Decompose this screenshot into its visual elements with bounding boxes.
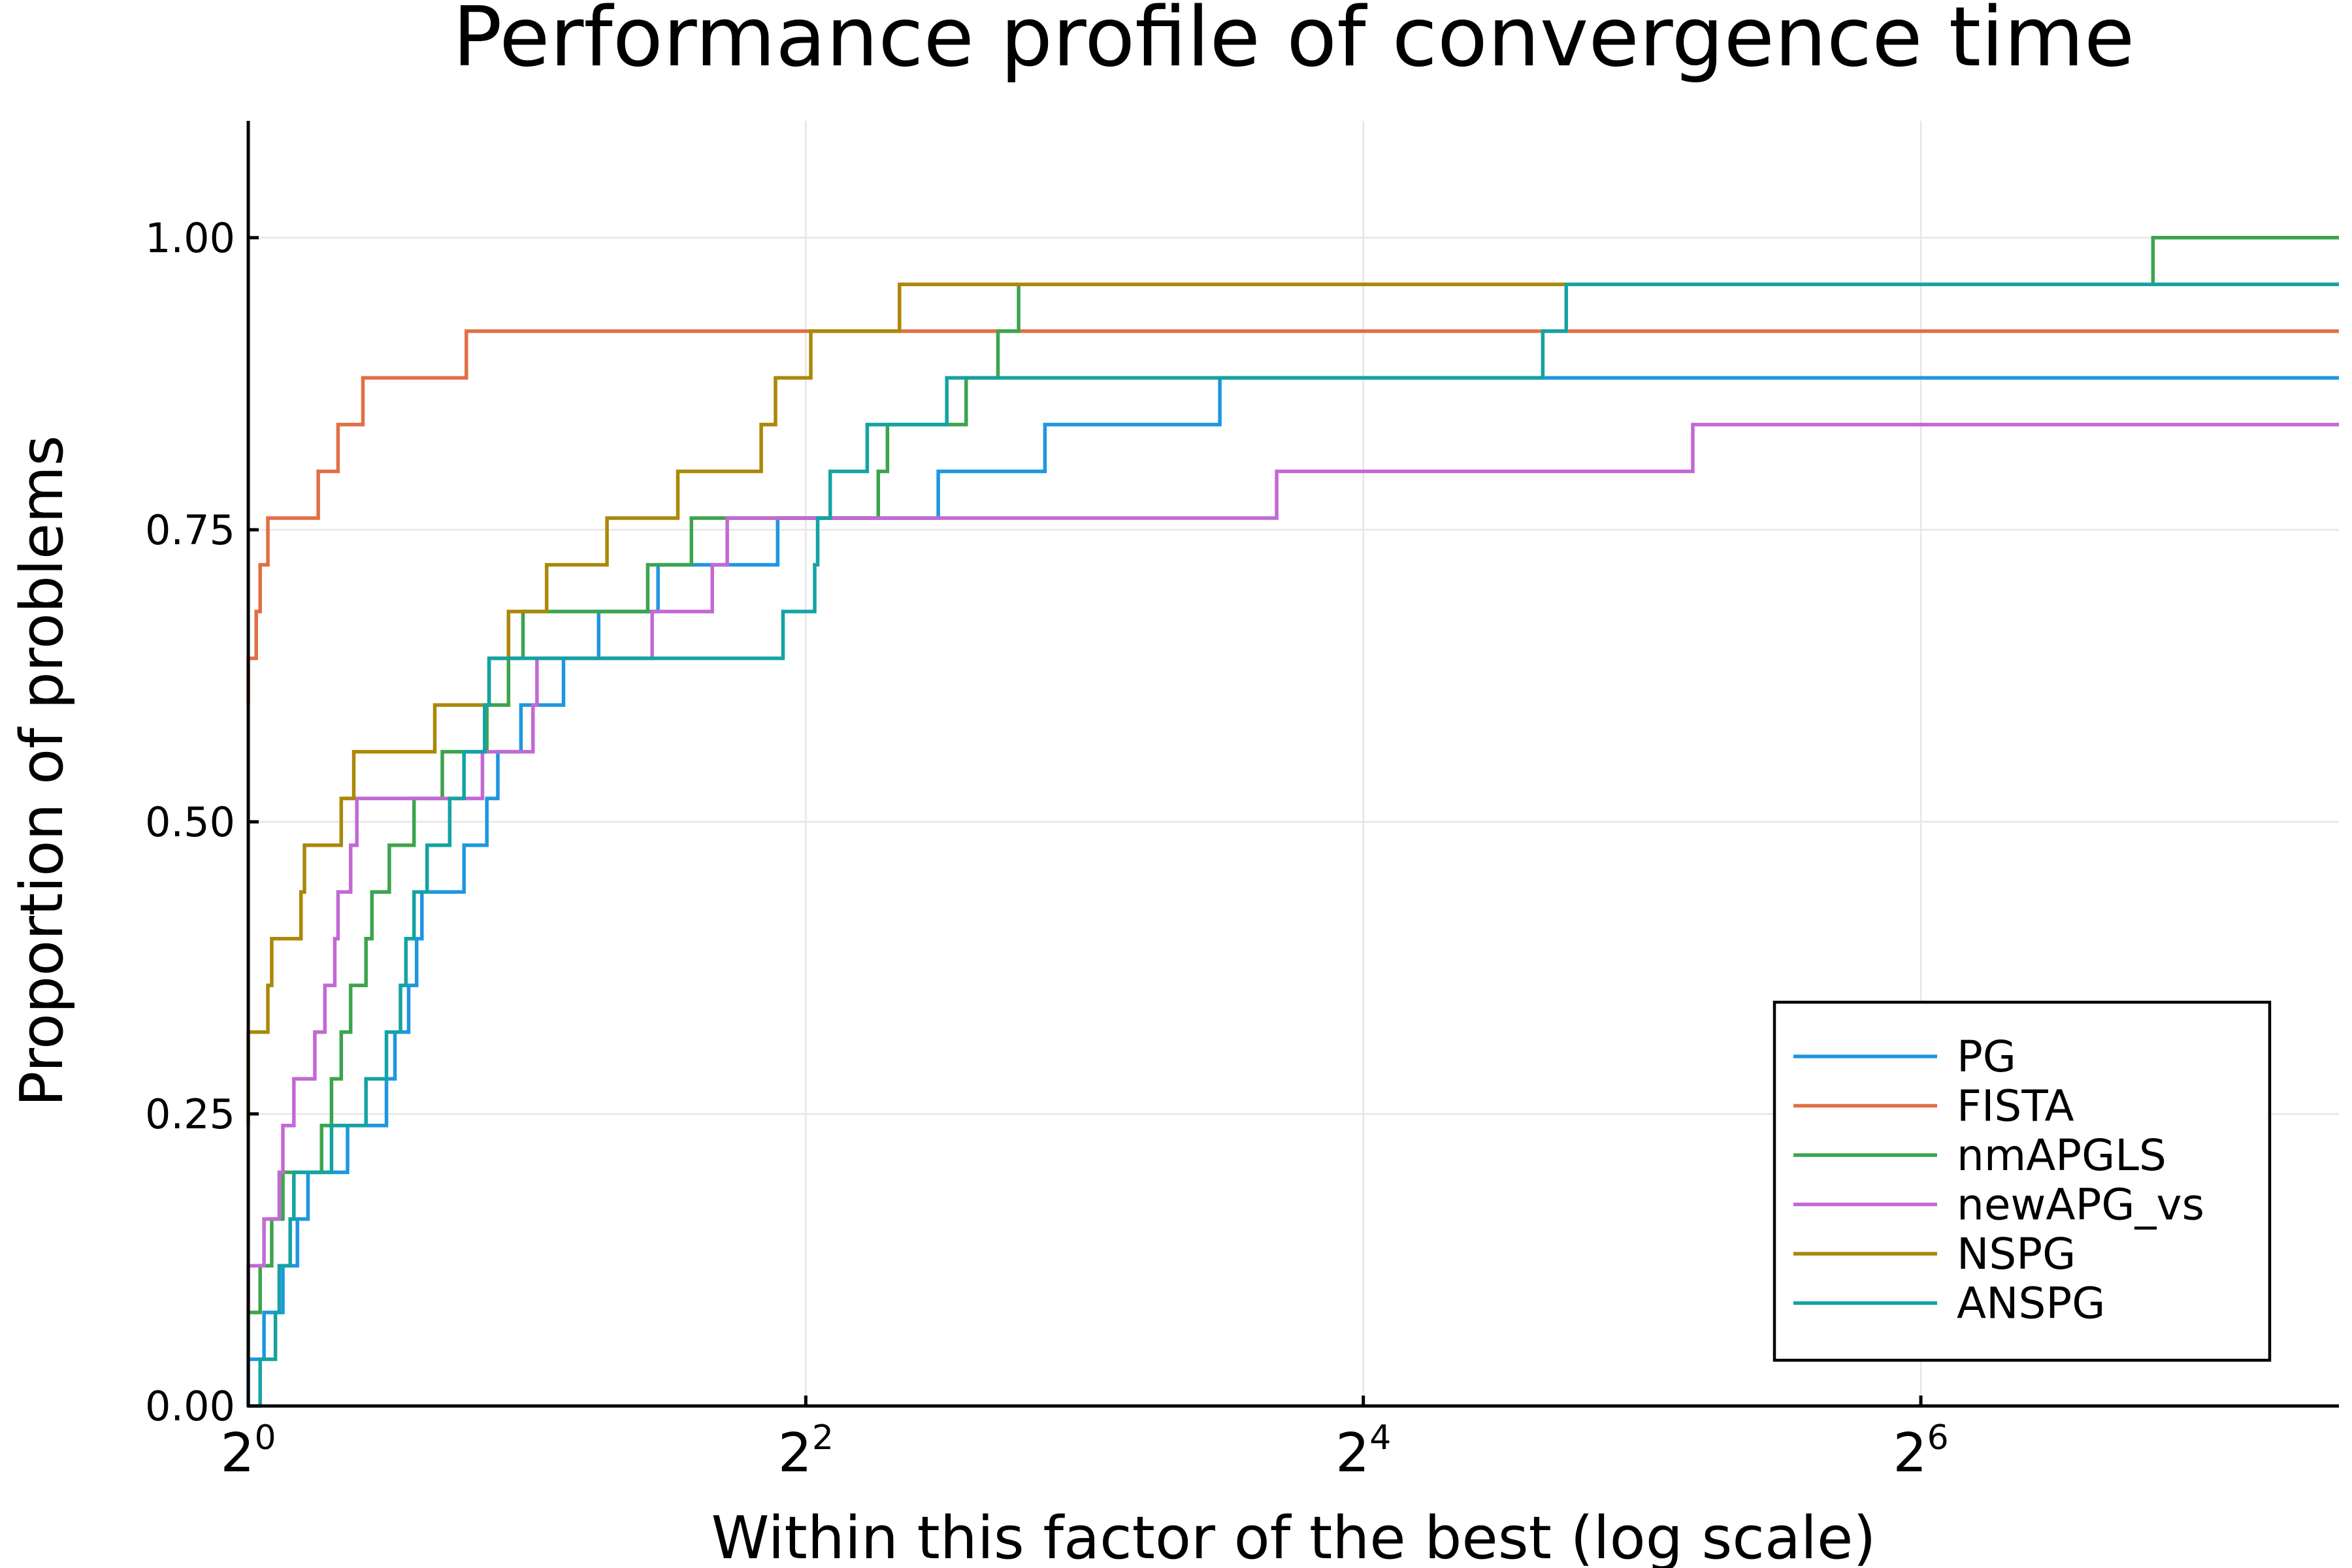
x-tick-label: 20 <box>220 1418 276 1484</box>
legend-label: newAPG_vs <box>1957 1180 2204 1230</box>
y-tick-label: 0.00 <box>145 1382 235 1430</box>
tick-labels: 0.00 0.25 0.50 0.75 1.00 20 22 24 26 <box>145 214 1949 1484</box>
x-axis-label: Within this factor of the best (log scal… <box>711 1504 1876 1568</box>
legend-label: nmAPGLS <box>1957 1130 2166 1181</box>
legend-label: NSPG <box>1957 1229 2076 1279</box>
x-tick-label: 24 <box>1335 1418 1391 1484</box>
y-axis-label: Proportion of problems <box>8 435 76 1107</box>
x-tick-label: 26 <box>1893 1418 1948 1484</box>
series-line-pg <box>246 376 2339 1406</box>
series-line-newapg-vs <box>246 423 2339 1313</box>
legend-box <box>1772 1000 2272 1362</box>
axes <box>246 121 2339 1408</box>
series-line-anspg <box>248 282 2339 1408</box>
x-tick-label: 22 <box>778 1418 834 1484</box>
series-line-fista <box>246 329 2339 706</box>
legend-label: ANSPG <box>1957 1279 2105 1329</box>
y-tick-label: 0.75 <box>145 506 235 554</box>
legend-label: FISTA <box>1957 1081 2074 1132</box>
legend-label: PG <box>1957 1032 2016 1082</box>
y-tick-label: 1.00 <box>145 214 235 262</box>
y-tick-label: 0.25 <box>145 1090 235 1138</box>
chart-title: Performance profile of convergence time <box>453 0 2135 85</box>
y-tick-label: 0.50 <box>145 798 235 846</box>
series-lines <box>246 236 2339 1408</box>
